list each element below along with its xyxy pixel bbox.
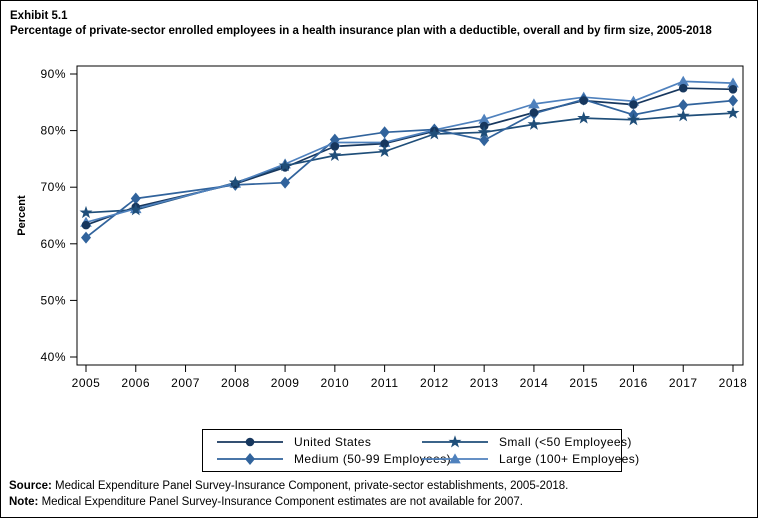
legend-label: United States (294, 435, 372, 449)
legend-label: Large (100+ Employees) (499, 452, 640, 466)
y-tick-label: 90% (40, 67, 66, 81)
x-tick-label: 2015 (569, 376, 598, 390)
x-tick-label: 2018 (719, 376, 748, 390)
legend-marker-medium-50-99-employees (217, 453, 283, 465)
legend-label: Medium (50-99 Employees) (294, 452, 451, 466)
x-tick-label: 2016 (619, 376, 648, 390)
y-tick-label: 80% (40, 124, 66, 138)
line-chart: 40% 50% 60% 70% 80% 90% 2005 2006 2007 2008 2009 20… (16, 65, 748, 390)
x-tick-label: 2005 (72, 376, 101, 390)
point-united-states-2018 (728, 84, 738, 94)
x-tick-label: 2009 (271, 376, 300, 390)
point-small-50-employees-2005 (79, 205, 93, 219)
y-tick-label: 40% (40, 350, 66, 364)
y-axis-label: Percent (16, 195, 28, 236)
x-tick-label: 2013 (470, 376, 499, 390)
series-line-small-50-employees (85, 112, 734, 214)
x-tick-label: 2010 (320, 376, 349, 390)
x-tick-label: 2007 (171, 376, 200, 390)
point-united-states-2005 (81, 220, 91, 230)
point-small-50-employees-2015 (577, 111, 591, 124)
point-small-50-employees-2012 (427, 127, 441, 140)
x-tick-label: 2006 (121, 376, 150, 390)
legend-label: Small (<50 Employees) (499, 435, 632, 449)
x-tick-label: 2008 (221, 376, 250, 390)
point-united-states-2010 (330, 142, 340, 151)
point-medium-50-99-employees-2017 (678, 99, 689, 112)
point-large-100-employees-2013 (478, 113, 490, 124)
point-united-states-2015 (579, 96, 588, 105)
source-label: Source: (9, 480, 52, 492)
source-line: Source: Medical Expenditure Panel Survey… (9, 478, 751, 494)
point-united-states-2016 (629, 100, 638, 109)
legend-marker-united-states (217, 437, 283, 447)
legend-marker-small-50-employees (422, 435, 488, 448)
legend-item-united-states: United States (215, 434, 420, 450)
chart-title: Percentage of private-sector enrolled em… (10, 25, 712, 37)
legend-glyph-circle-icon (245, 437, 255, 447)
point-small-50-employees-2013 (477, 125, 491, 138)
y-tick-label: 70% (40, 180, 66, 194)
point-small-50-employees-2010 (328, 148, 342, 162)
x-tick-label: 2012 (420, 376, 449, 390)
point-medium-50-99-employees-2006 (130, 192, 141, 205)
point-united-states-2014 (529, 108, 539, 117)
note-line: Note: Medical Expenditure Panel Survey-I… (9, 494, 751, 510)
point-small-50-employees-2014 (527, 117, 541, 130)
point-medium-50-99-employees-2018 (728, 94, 738, 107)
point-large-100-employees-2014 (528, 98, 540, 109)
legend-item-large-100-employees: Large (100+ Employees) (420, 451, 640, 467)
source-text: Medical Expenditure Panel Survey-Insuran… (51, 480, 569, 492)
x-tick-label: 2011 (371, 376, 399, 390)
point-small-50-employees-2006 (129, 203, 143, 216)
point-medium-50-99-employees-2009 (280, 176, 291, 189)
series-line-united-states (85, 87, 734, 226)
point-small-50-employees-2011 (378, 144, 392, 158)
x-tick-label: 2017 (669, 376, 698, 390)
exhibit-label: Exhibit 5.1 (10, 10, 68, 22)
legend-item-small-50-employees: Small (<50 Employees) (420, 434, 640, 450)
point-medium-50-99-employees-2013 (479, 134, 490, 147)
point-united-states-2011 (380, 139, 389, 148)
chart-legend: United States Small (<50 Employees) Medium… (202, 429, 639, 472)
y-tick-label: 50% (40, 293, 66, 307)
legend-glyph-diamond-icon (245, 453, 255, 465)
legend-glyph-triangle-icon (449, 453, 461, 464)
point-large-100-employees-2017 (677, 75, 690, 86)
x-tick-label: 2014 (520, 376, 549, 390)
point-small-50-employees-2016 (626, 113, 640, 126)
point-small-50-employees-2008 (228, 175, 242, 189)
point-small-50-employees-2009 (278, 158, 292, 172)
chart-footer: Source: Medical Expenditure Panel Survey… (9, 478, 751, 510)
y-tick-label: 60% (40, 237, 66, 251)
point-medium-50-99-employees-2011 (379, 126, 390, 139)
point-large-100-employees-2018 (727, 77, 739, 88)
plot-frame (76, 65, 744, 366)
point-medium-50-99-employees-2010 (329, 133, 340, 146)
note-text: Medical Expenditure Panel Survey-Insuran… (38, 496, 523, 508)
legend-glyph-star-icon (448, 435, 462, 448)
point-united-states-2017 (678, 83, 688, 93)
legend-item-medium-50-99-employees: Medium (50-99 Employees) (215, 451, 451, 467)
legend-marker-large-100-employees (422, 453, 488, 464)
note-label: Note: (9, 496, 39, 508)
point-small-50-employees-2018 (726, 106, 740, 119)
chart-header: Exhibit 5.1 Percentage of private-sector… (10, 9, 747, 38)
point-medium-50-99-employees-2005 (81, 231, 91, 244)
point-small-50-employees-2017 (676, 109, 690, 122)
